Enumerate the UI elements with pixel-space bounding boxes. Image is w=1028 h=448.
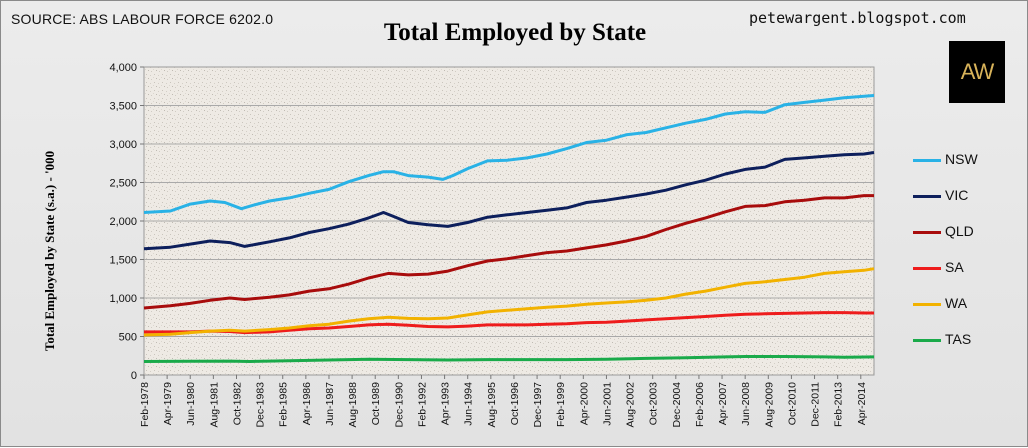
x-tick-label: Feb-1992 xyxy=(416,382,428,427)
x-tick-label: Aug-1995 xyxy=(486,382,498,428)
y-tick-label: 3,000 xyxy=(109,139,137,151)
x-tick-label: Oct-1989 xyxy=(370,382,382,425)
x-tick-label: Apr-2007 xyxy=(717,382,729,425)
x-tick-label: Feb-2006 xyxy=(694,382,706,427)
y-tick-label: 2,000 xyxy=(109,216,137,228)
series-line-sa xyxy=(144,311,874,335)
x-tick-label: Feb-1999 xyxy=(555,382,567,427)
series-line-vic xyxy=(143,151,875,251)
legend-label: WA xyxy=(945,295,968,311)
x-tick-label: Jun-2001 xyxy=(601,382,613,426)
x-axis: Feb-1978 Apr-1979 Jun-1980 Aug-1981 Oct-1982… xyxy=(139,375,868,428)
legend-label: QLD xyxy=(945,223,974,239)
series-line-qld xyxy=(143,194,874,310)
legend-swatch xyxy=(913,339,941,342)
legend-swatch xyxy=(913,195,941,198)
x-tick-label: Apr-1979 xyxy=(162,382,174,425)
y-tick-label: 4,000 xyxy=(109,62,137,74)
y-tick-label: 1,500 xyxy=(109,255,137,267)
series-line-nsw xyxy=(143,94,875,214)
y-axis-label: Total Employed by State (s.a.) - '000 xyxy=(42,151,57,351)
legend-label: NSW xyxy=(945,151,978,167)
x-tick-label: Feb-2013 xyxy=(833,382,845,427)
legend-label: SA xyxy=(945,259,964,275)
x-tick-label: Feb-1985 xyxy=(278,382,290,427)
y-tick-label: 2,500 xyxy=(109,178,137,190)
y-tick-label: 1,000 xyxy=(109,293,137,305)
chart-title: Total Employed by State xyxy=(383,19,647,46)
x-tick-label: Dec-2011 xyxy=(810,382,822,427)
y-axis: 0 500 1,000 1,500 2,000 2,500 3,000 3,500 4,000 xyxy=(109,62,144,382)
logo-text: AW xyxy=(960,59,995,84)
y-tick-label: 0 xyxy=(131,370,137,382)
aw-logo: AW xyxy=(949,41,1005,103)
source-note: SOURCE: ABS LABOUR FORCE 6202.0 xyxy=(11,11,274,27)
x-tick-label: Oct-1982 xyxy=(231,382,243,425)
x-tick-label: Jun-1994 xyxy=(463,382,475,426)
legend-label: TAS xyxy=(945,331,972,347)
x-tick-label: Apr-1993 xyxy=(440,382,452,425)
x-tick-label: Aug-1981 xyxy=(208,382,220,428)
x-tick-label: Feb-1978 xyxy=(139,382,151,427)
x-tick-label: Dec-1997 xyxy=(532,382,544,428)
series-lines xyxy=(143,94,875,363)
x-tick-label: Apr-1986 xyxy=(301,382,313,425)
x-tick-label: Jun-1987 xyxy=(324,382,336,426)
x-tick-label: Oct-2010 xyxy=(786,382,798,425)
x-tick-label: Jun-2008 xyxy=(740,382,752,426)
series-line-tas xyxy=(143,355,875,363)
x-tick-label: Dec-1983 xyxy=(255,382,267,428)
x-tick-label: Aug-2002 xyxy=(625,382,637,428)
gridlines xyxy=(144,105,874,337)
x-tick-label: Apr-2014 xyxy=(856,382,868,425)
blog-url: petewargent.blogspot.com xyxy=(749,9,966,27)
x-tick-label: Dec-1990 xyxy=(393,382,405,428)
x-tick-label: Aug-2009 xyxy=(763,382,775,428)
legend-swatch xyxy=(913,159,941,162)
y-tick-label: 3,500 xyxy=(109,101,137,113)
x-tick-label: Oct-2003 xyxy=(648,382,660,425)
legend-swatch xyxy=(913,267,941,270)
y-tick-label: 500 xyxy=(119,332,137,344)
x-tick-label: Dec-2004 xyxy=(671,382,683,428)
x-tick-label: Apr-2000 xyxy=(578,382,590,425)
legend-swatch xyxy=(913,231,941,234)
legend-swatch xyxy=(913,303,941,306)
legend-label: VIC xyxy=(945,187,969,203)
x-tick-label: Oct-1996 xyxy=(509,382,521,425)
x-tick-label: Jun-1980 xyxy=(185,382,197,426)
series-line-wa xyxy=(143,267,875,337)
x-tick-label: Aug-1988 xyxy=(347,382,359,428)
